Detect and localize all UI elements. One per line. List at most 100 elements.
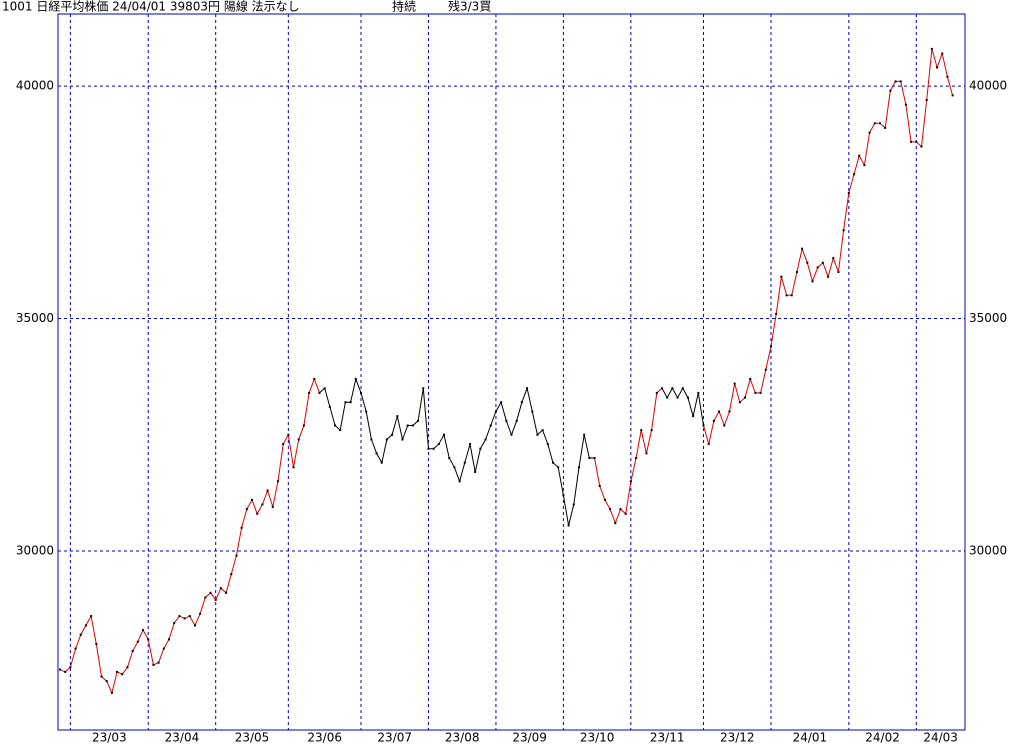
price-point <box>738 401 741 404</box>
price-point <box>936 66 939 69</box>
price-point <box>904 103 907 106</box>
price-point <box>385 438 388 441</box>
price-point <box>827 275 830 278</box>
price-point <box>219 587 222 590</box>
price-point <box>557 466 560 469</box>
price-point <box>515 419 518 422</box>
price-point <box>360 391 362 394</box>
price-point <box>448 457 451 460</box>
price-point <box>712 419 715 422</box>
x-tick-label: 23/04 <box>165 731 200 745</box>
price-point <box>225 591 228 594</box>
price-point <box>157 661 160 664</box>
price-point <box>199 612 202 615</box>
price-point <box>282 443 285 446</box>
price-point <box>152 663 155 666</box>
price-point <box>437 443 440 446</box>
price-point <box>894 80 897 83</box>
x-tick-label: 23/09 <box>512 731 547 745</box>
price-point <box>868 131 871 134</box>
price-point <box>463 461 466 464</box>
y-tick-label: 40000 <box>16 79 54 93</box>
price-point <box>702 424 705 427</box>
price-point <box>744 396 747 399</box>
price-point <box>479 447 482 450</box>
price-point <box>619 508 622 511</box>
price-point <box>64 670 67 673</box>
price-point <box>110 691 113 694</box>
price-point <box>105 680 108 683</box>
price-point <box>718 410 721 413</box>
price-line <box>59 377 320 695</box>
price-point <box>853 173 856 176</box>
price-point <box>847 192 850 194</box>
y-tick-label-right: 30000 <box>969 544 1007 558</box>
price-point <box>401 438 404 441</box>
price-point <box>188 615 191 618</box>
price-point <box>131 649 134 652</box>
price-point <box>494 410 497 413</box>
price-point <box>775 312 778 315</box>
price-point <box>69 666 72 669</box>
price-point <box>489 424 492 427</box>
price-point <box>391 433 394 436</box>
price-point <box>406 424 409 427</box>
price-point <box>951 94 954 97</box>
price-point <box>707 443 710 446</box>
price-point <box>681 387 684 390</box>
x-tick-label: 24/03 <box>923 731 958 745</box>
price-point <box>749 377 752 380</box>
price-point <box>136 640 139 643</box>
price-point <box>899 80 902 83</box>
price-point <box>624 512 627 515</box>
price-point <box>842 229 845 232</box>
price-point <box>344 401 347 404</box>
price-point <box>173 622 176 625</box>
y-tick-label-right: 40000 <box>969 79 1007 93</box>
price-point <box>759 391 762 394</box>
price-point <box>396 415 399 418</box>
price-point <box>59 668 61 671</box>
x-tick-label: 23/03 <box>92 731 127 745</box>
price-point <box>666 396 669 399</box>
price-point <box>552 461 555 464</box>
price-point <box>609 508 612 511</box>
x-tick-label: 23/11 <box>650 731 685 745</box>
price-point <box>806 261 809 264</box>
price-point <box>484 438 487 441</box>
price-point <box>126 666 129 669</box>
price-point <box>588 457 591 460</box>
price-point <box>915 140 918 143</box>
price-point <box>90 615 93 618</box>
price-point <box>526 387 529 390</box>
price-point <box>816 266 819 269</box>
price-point <box>878 122 881 125</box>
price-point <box>271 505 274 508</box>
price-point <box>422 387 425 390</box>
price-point <box>142 629 145 632</box>
price-point <box>837 271 840 274</box>
price-point <box>780 275 783 278</box>
price-point <box>375 452 378 455</box>
price-point <box>417 419 420 422</box>
price-point <box>453 466 456 469</box>
price-point <box>162 647 165 650</box>
price-point <box>629 480 632 483</box>
price-point <box>349 401 352 404</box>
price-point <box>655 391 658 394</box>
price-point <box>193 624 196 627</box>
price-point <box>204 596 207 599</box>
price-point <box>811 280 814 283</box>
price-point <box>520 401 523 404</box>
price-line <box>594 387 663 525</box>
x-tick-label: 23/10 <box>580 731 615 745</box>
price-point <box>245 508 248 511</box>
price-point <box>354 377 357 380</box>
price-point <box>474 470 477 473</box>
price-point <box>328 405 331 408</box>
y-tick-label-right: 35000 <box>969 311 1007 325</box>
price-point <box>583 433 586 436</box>
price-point <box>697 391 700 394</box>
status: 持続 <box>392 0 416 14</box>
